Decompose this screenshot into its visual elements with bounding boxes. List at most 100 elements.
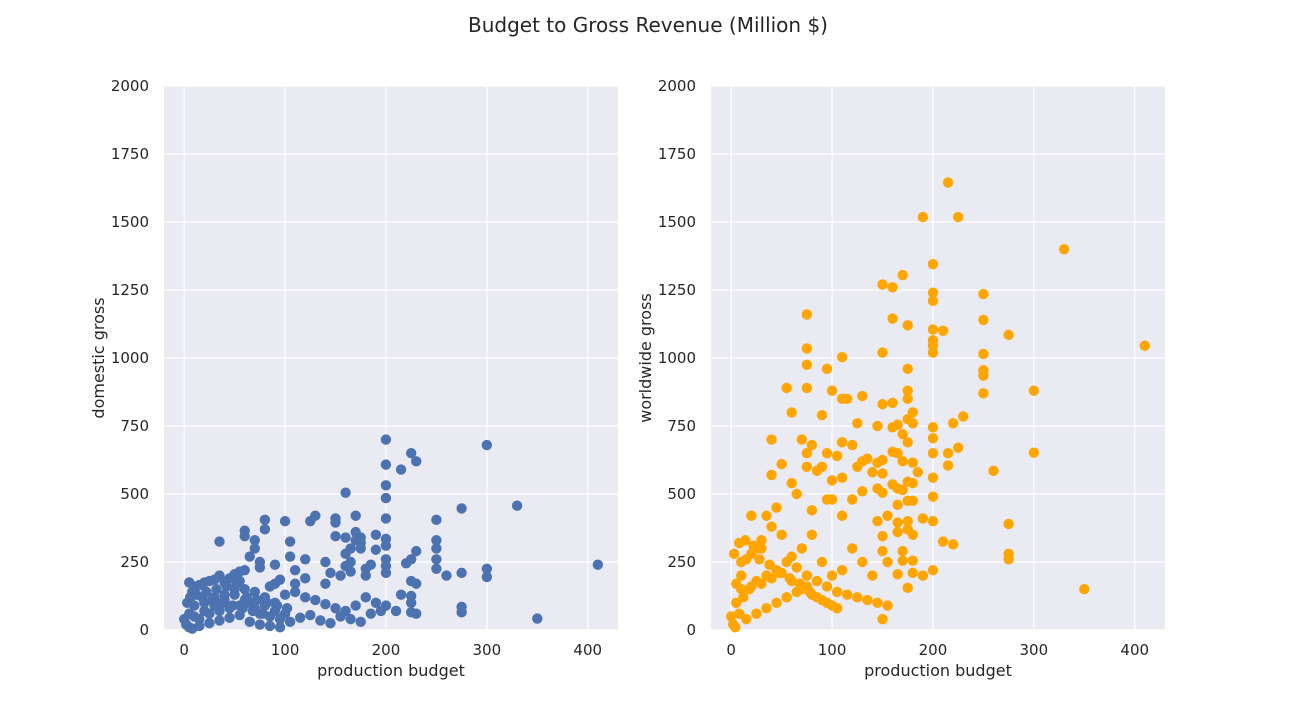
scatter-point	[872, 420, 883, 432]
scatter-point	[189, 611, 200, 622]
scatter-point	[764, 559, 775, 570]
scatter-point	[217, 597, 228, 608]
scatter-point	[237, 603, 248, 614]
scatter-point	[289, 564, 301, 576]
scatter-point	[852, 418, 863, 429]
scatter-point	[247, 605, 258, 617]
scatter-point	[867, 570, 878, 581]
scatter-point	[902, 516, 913, 527]
scatter-point	[300, 592, 311, 603]
scatter-point	[887, 446, 898, 458]
scatter-point	[826, 385, 838, 396]
scatter-point	[791, 488, 802, 500]
scatter-point	[927, 258, 939, 270]
scatter-point	[224, 612, 235, 623]
scatter-point	[821, 448, 833, 459]
scatter-point	[295, 612, 306, 623]
scatter-point	[456, 503, 467, 514]
scatter-point	[254, 562, 266, 573]
scatter-point	[847, 439, 858, 451]
y-axis-label: worldwide gross	[636, 293, 655, 423]
scatter-point	[254, 619, 266, 630]
y-tick-label: 500	[667, 485, 696, 503]
scatter-point	[852, 592, 863, 603]
scatter-point	[1003, 329, 1014, 341]
scatter-point	[214, 615, 225, 626]
scatter-point	[746, 581, 757, 592]
scatter-point	[375, 605, 387, 617]
scatter-point	[756, 535, 767, 546]
scatter-point	[279, 589, 291, 600]
scatter-point	[988, 465, 999, 477]
scatter-point	[315, 615, 326, 626]
scatter-point	[917, 211, 929, 223]
scatter-point	[857, 556, 868, 568]
scatter-point	[284, 551, 296, 562]
scatter-point	[902, 385, 913, 396]
scatter-point	[431, 543, 442, 554]
x-axis-label: production budget	[864, 661, 1012, 680]
scatter-point	[927, 295, 939, 307]
y-tick-label: 1000	[658, 349, 696, 367]
scatter-point	[184, 577, 195, 588]
scatter-point	[776, 529, 787, 540]
scatter-point	[431, 554, 442, 565]
x-tick-label: 100	[271, 641, 300, 659]
scatter-point	[335, 611, 346, 622]
scatter-point	[927, 422, 939, 433]
x-tick-label: 200	[919, 641, 948, 659]
scatter-point	[796, 543, 807, 554]
scatter-point	[1139, 340, 1151, 351]
scatter-point	[801, 382, 813, 394]
scatter-point	[978, 314, 989, 326]
scatter-point	[390, 605, 402, 617]
scatter-point	[897, 456, 908, 467]
y-tick-label: 2000	[111, 77, 149, 95]
scatter-point	[736, 584, 747, 595]
y-tick-label: 1500	[111, 213, 149, 231]
scatter-point	[801, 309, 813, 320]
scatter-point	[244, 551, 255, 562]
scatter-point	[320, 598, 331, 610]
scatter-point	[284, 536, 296, 547]
scatter-point	[269, 559, 281, 570]
scatter-point	[847, 543, 858, 554]
scatter-point	[736, 556, 747, 568]
scatter-point	[380, 480, 392, 491]
scatter-point	[405, 597, 417, 608]
scatter-point	[736, 570, 747, 581]
scatter-point	[872, 597, 883, 608]
scatter-point	[887, 282, 898, 293]
scatter-point	[766, 469, 777, 481]
scatter-point	[831, 450, 843, 462]
scatter-point	[857, 390, 868, 402]
scatter-point	[872, 457, 883, 468]
scatter-point	[257, 608, 269, 619]
scatter-point	[365, 608, 377, 619]
chart-title: Budget to Gross Revenue (Million $)	[468, 13, 828, 37]
scatter-point	[380, 492, 392, 504]
subplot-worldwide: 0 100 200 300 400 0 250 500 750 1000 1250 1500 1750 2…	[636, 77, 1165, 680]
scatter-point	[310, 594, 321, 606]
scatter-point	[836, 393, 848, 404]
scatter-point	[801, 359, 813, 370]
x-tick-label: 200	[372, 641, 401, 659]
scatter-point	[907, 555, 918, 566]
scatter-point	[204, 618, 215, 629]
scatter-point	[897, 269, 908, 281]
scatter-point	[340, 532, 351, 543]
scatter-point	[380, 434, 392, 445]
scatter-point	[330, 517, 341, 528]
x-tick-label: 100	[818, 641, 847, 659]
scatter-point	[259, 514, 271, 526]
scatter-point	[877, 530, 888, 542]
scatter-point	[592, 559, 604, 570]
scatter-point	[380, 459, 392, 470]
y-tick-label: 1500	[658, 213, 696, 231]
scatter-point	[330, 603, 341, 614]
y-tick-label: 1250	[658, 281, 696, 299]
scatter-point	[836, 437, 848, 448]
x-tick-label: 0	[726, 641, 736, 659]
scatter-point	[1079, 584, 1090, 595]
scatter-point	[370, 597, 382, 608]
